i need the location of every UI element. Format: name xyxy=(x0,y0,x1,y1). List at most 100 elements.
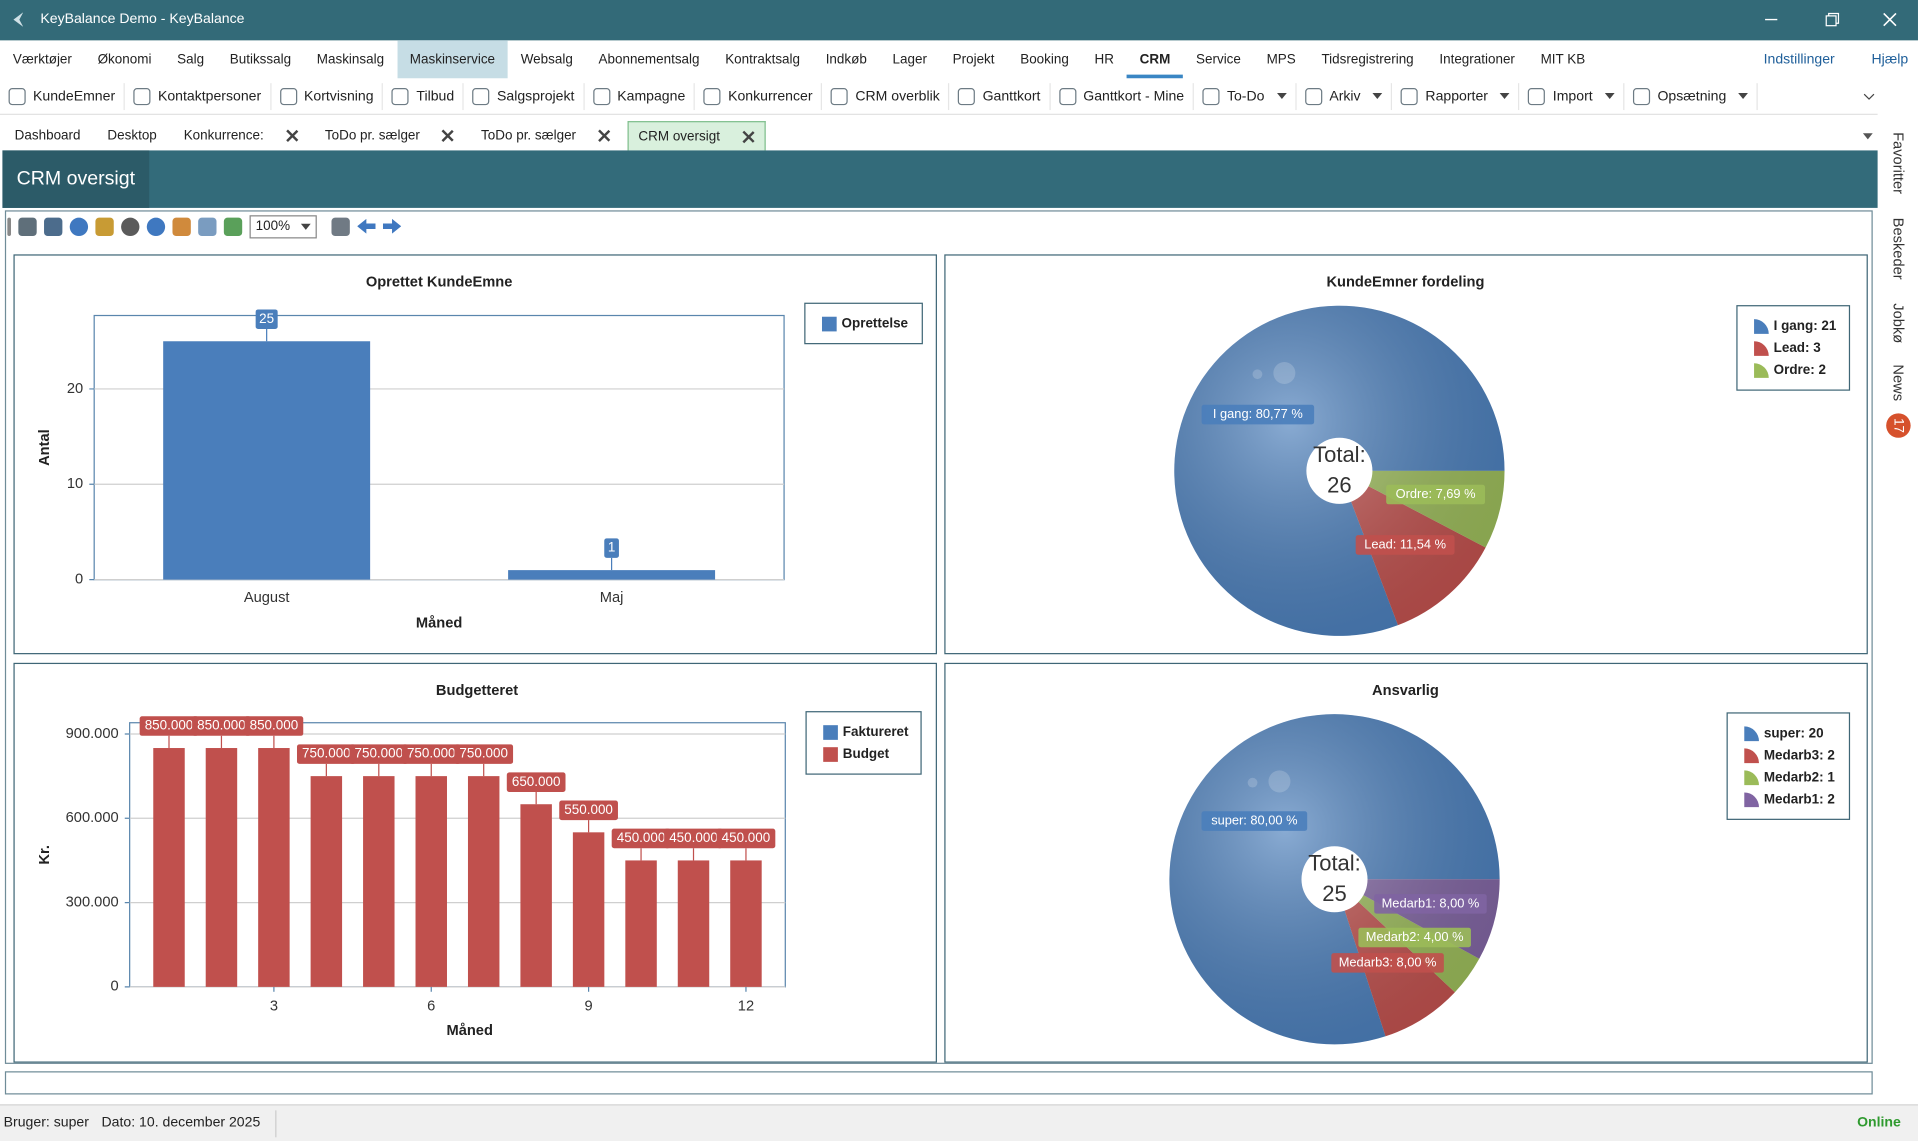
dropdown-caret xyxy=(1276,92,1287,100)
debug-button[interactable] xyxy=(121,217,140,236)
data-label: 450.000 xyxy=(722,830,771,845)
lock-button[interactable] xyxy=(18,217,37,236)
restore-button[interactable] xyxy=(1823,10,1843,30)
tab-close[interactable] xyxy=(286,130,298,142)
edit-button[interactable] xyxy=(223,217,243,236)
toolbar-icon xyxy=(133,87,151,105)
tab[interactable]: ToDo pr. sælger xyxy=(315,121,464,151)
menu-item[interactable]: Indkøb xyxy=(825,51,867,67)
menu-item[interactable]: MIT KB xyxy=(1540,51,1586,67)
menu-item[interactable]: Booking xyxy=(1020,51,1069,67)
data-label-box xyxy=(401,744,461,764)
menu-item[interactable]: CRM xyxy=(1127,40,1183,78)
toolbar-label: Kortvisning xyxy=(303,88,374,104)
menu-item[interactable]: Integrationer xyxy=(1439,51,1515,67)
toolbar-item[interactable]: Opsætning xyxy=(1624,82,1759,110)
back-button[interactable] xyxy=(357,218,376,234)
minimize-button[interactable] xyxy=(1761,10,1781,30)
menu-item[interactable]: Service xyxy=(1196,51,1241,67)
toolbar-item[interactable]: Ganttkort xyxy=(950,82,1051,110)
columns-button[interactable] xyxy=(44,217,63,236)
tab-close[interactable] xyxy=(742,130,754,142)
menu-item[interactable]: Projekt xyxy=(952,51,995,67)
x-axis-label: Måned xyxy=(446,1023,492,1039)
refresh-button[interactable] xyxy=(69,217,89,236)
menu-item[interactable]: HR xyxy=(1094,51,1114,67)
toolbar-label: Rapporter xyxy=(1425,88,1488,104)
toolbar-item[interactable]: Kampagne xyxy=(584,82,696,110)
toolbar-item[interactable]: Import xyxy=(1520,82,1625,110)
menu-item[interactable]: Maskinsalg xyxy=(316,51,385,67)
data-label-box xyxy=(611,828,671,849)
toolbar-item[interactable]: Salgsprojekt xyxy=(464,82,585,110)
tab[interactable]: Konkurrence: xyxy=(173,121,308,151)
toolbar-item[interactable]: KundeEmner xyxy=(0,82,125,110)
print-button[interactable] xyxy=(331,217,350,236)
slice-label-box xyxy=(1201,811,1308,831)
export-button[interactable] xyxy=(198,217,217,236)
toolbar-item[interactable]: Ganttkort - Mine xyxy=(1050,82,1194,110)
menu-item[interactable]: Butikssalg xyxy=(229,51,292,67)
toolbar-expand[interactable] xyxy=(1862,92,1877,104)
menu-item[interactable]: Tidsregistrering xyxy=(1321,51,1414,67)
menu-item[interactable]: Abonnementsalg xyxy=(598,51,700,67)
status-bar: Bruger: super Dato: 10. december 2025 On… xyxy=(0,1104,1918,1141)
tab[interactable]: CRM oversigt xyxy=(627,121,766,151)
toolbar-item[interactable]: Tilbud xyxy=(383,82,464,110)
toolbar-label: KundeEmner xyxy=(33,88,116,104)
side-tab[interactable]: Jobkø xyxy=(1889,303,1907,344)
center-hole xyxy=(1301,846,1368,913)
bar xyxy=(415,776,447,987)
menu-item[interactable]: Websalg xyxy=(520,51,573,67)
legend-swatch xyxy=(1744,726,1759,742)
menu-item[interactable]: Kontraktsalg xyxy=(725,51,801,67)
menu-item[interactable]: Hjælp xyxy=(1871,51,1909,67)
forward-button[interactable] xyxy=(382,218,402,234)
toolbar-label: Opsætning xyxy=(1657,88,1727,104)
menu-item[interactable]: MPS xyxy=(1266,51,1296,67)
tab[interactable]: ToDo pr. sælger xyxy=(471,121,621,151)
side-tab[interactable]: Favoritter xyxy=(1889,132,1907,195)
help-button[interactable] xyxy=(146,217,166,236)
legend-label: Lead: 3 xyxy=(1774,340,1821,355)
chart: Ansvarlig super: 80,00 % Medarb3: 8,00 % Me… xyxy=(1169,683,1851,1045)
data-label-box xyxy=(559,800,618,821)
menu-item[interactable]: Lager xyxy=(892,51,927,67)
toolbar-item[interactable]: Arkiv xyxy=(1296,82,1393,110)
toolbar-item[interactable]: Kontaktpersoner xyxy=(125,82,271,110)
tools-button[interactable] xyxy=(95,217,114,236)
toolbar-item[interactable]: Kortvisning xyxy=(271,82,384,110)
data-label-box xyxy=(244,716,304,736)
menu-item[interactable]: Indstillinger xyxy=(1763,51,1835,67)
toolbar-label: Kontaktpersoner xyxy=(157,88,262,104)
menu-item[interactable]: Maskinservice xyxy=(396,40,508,79)
side-tab[interactable]: Beskeder xyxy=(1889,217,1907,280)
menu-item[interactable]: Økonomi xyxy=(97,51,152,67)
tab-close[interactable] xyxy=(442,130,454,142)
toolbar-item[interactable]: To-Do xyxy=(1194,82,1297,110)
tab[interactable]: Desktop xyxy=(97,121,167,151)
data-label-box xyxy=(716,828,776,849)
slice-label-box xyxy=(1355,535,1455,555)
toolbar-item[interactable]: Konkurrencer xyxy=(695,82,823,110)
tab-close[interactable] xyxy=(598,130,610,142)
close-button[interactable] xyxy=(1880,10,1900,30)
bar xyxy=(730,860,762,987)
tab-menu[interactable] xyxy=(1860,130,1875,142)
side-tab[interactable]: News xyxy=(1889,364,1907,402)
y-tick-label: 600.000 xyxy=(66,810,119,826)
tab[interactable]: Dashboard xyxy=(4,121,91,151)
data-label-box xyxy=(296,744,356,764)
toolbar-item[interactable]: Rapporter xyxy=(1392,82,1520,110)
legend-box xyxy=(804,302,923,345)
tab-label: ToDo pr. sælger xyxy=(324,128,420,144)
menu-item[interactable]: Værktøjer xyxy=(12,51,72,67)
toolbar-item[interactable]: CRM overblik xyxy=(822,82,950,110)
data-label: 650.000 xyxy=(512,774,561,789)
user-button[interactable] xyxy=(172,217,191,236)
zoom-select[interactable]: 100% xyxy=(249,214,317,238)
menu-item[interactable]: Salg xyxy=(177,51,205,67)
bar xyxy=(572,832,605,987)
toolbar-label: Arkiv xyxy=(1329,88,1361,104)
menu-right: Indstillinger Hjælp xyxy=(1764,40,1909,78)
